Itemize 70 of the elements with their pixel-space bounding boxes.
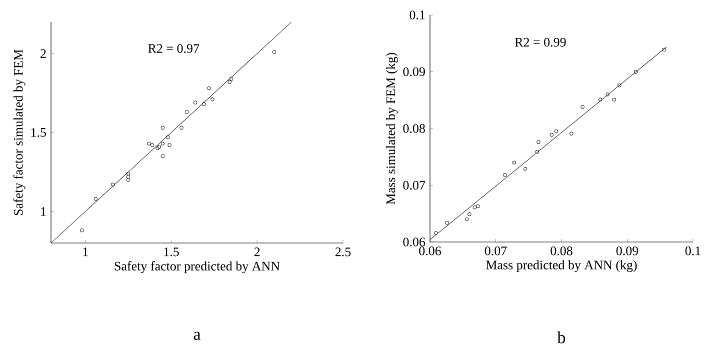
point [80, 228, 84, 232]
y-tick-label: 0.07 [403, 180, 426, 190]
point [570, 132, 574, 136]
point [228, 80, 232, 84]
point [230, 76, 234, 81]
point [166, 135, 170, 140]
x-tick-label: 0.07 [484, 246, 507, 256]
point [126, 174, 130, 179]
y-tick-label: 0.06 [403, 238, 426, 246]
annotation: R2 = 0.97 [148, 44, 200, 53]
x-tick-label: 0.06 [419, 246, 441, 256]
x-axis-title: Safety factor predicted by ANN [114, 261, 280, 274]
point [180, 126, 184, 130]
point [434, 231, 438, 235]
point [476, 204, 480, 208]
point [550, 132, 554, 137]
point [618, 84, 622, 88]
y-tick-label: 1 [41, 207, 46, 216]
point [156, 146, 160, 150]
point [202, 102, 206, 106]
point [126, 172, 130, 176]
y-tick-label: 0.08 [403, 124, 425, 133]
point [184, 110, 189, 114]
y-tick-label: 0.09 [403, 67, 425, 76]
point [110, 182, 115, 186]
annotation: R2 = 0.99 [514, 38, 566, 47]
point [193, 100, 198, 104]
point [523, 166, 528, 171]
x-tick-label: 1 [83, 248, 88, 256]
point [535, 150, 540, 154]
x-tick-label: 2 [254, 248, 260, 256]
point [150, 143, 154, 147]
point [126, 178, 130, 182]
point [580, 105, 584, 109]
y-tick-label: 1.5 [31, 128, 46, 137]
point [606, 92, 610, 96]
y-axis-title: Mass simulated by FEM (kg) [386, 52, 398, 204]
point [168, 143, 172, 147]
point [536, 140, 540, 144]
point [147, 142, 151, 146]
text: a [194, 332, 201, 340]
point [634, 70, 638, 74]
point [445, 220, 449, 225]
point [503, 173, 507, 177]
point [272, 50, 276, 54]
point [157, 144, 162, 149]
point [464, 217, 469, 222]
point [207, 86, 211, 90]
x-tick-label: 1.5 [164, 248, 179, 256]
x-tick-label: 0.09 [616, 246, 638, 256]
y-tick-label: 2 [40, 49, 46, 58]
point [160, 142, 164, 146]
point [512, 160, 516, 164]
point [598, 98, 602, 102]
point [612, 98, 616, 102]
y-tick-label: 0.1 [410, 10, 425, 20]
y-axis-title: Safety factor simulated by FEM [13, 49, 26, 216]
point [160, 126, 164, 130]
point [472, 206, 477, 210]
x-tick-label: 2.5 [335, 248, 351, 256]
x-tick-label: 0.1 [685, 246, 700, 256]
point [662, 48, 666, 52]
point [554, 129, 558, 134]
point [210, 98, 214, 102]
point [160, 154, 164, 158]
x-tick-label: 0.08 [550, 246, 572, 256]
text: b [557, 331, 566, 344]
x-axis-title: Mass predicted by ANN (kg) [486, 260, 637, 272]
point [468, 212, 472, 216]
point [94, 196, 98, 201]
